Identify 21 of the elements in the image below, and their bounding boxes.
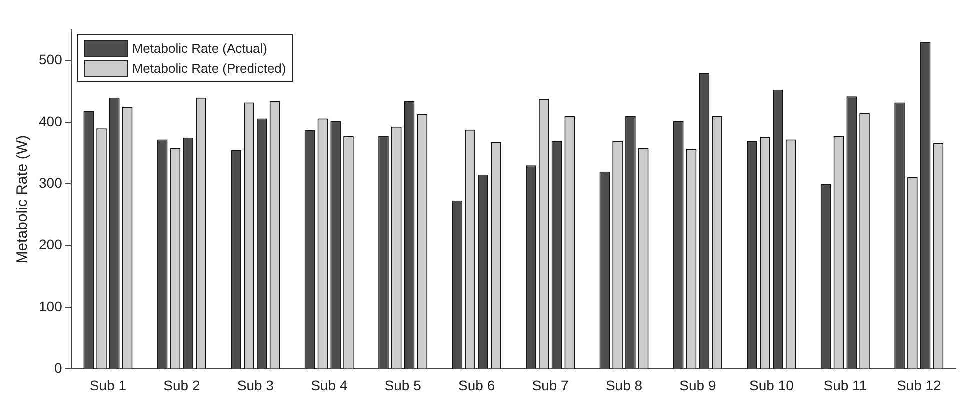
legend-label: Metabolic Rate (Predicted): [132, 60, 286, 76]
x-tick-label: Sub 10: [750, 377, 794, 394]
x-tick-label: Sub 11: [824, 377, 868, 394]
x-tick-label: Sub 5: [384, 377, 422, 394]
y-tick-label: 100: [39, 298, 63, 314]
x-tick-label: Sub 1: [90, 377, 127, 394]
x-tick-label: Sub 4: [311, 377, 348, 394]
x-tick-label: Sub 7: [532, 377, 570, 394]
x-tick-label: Sub 3: [237, 377, 274, 394]
y-tick-label: 300: [39, 175, 63, 192]
y-tick-label: 0: [54, 360, 63, 376]
x-tick-label: Sub 12: [896, 377, 942, 394]
x-tick-label: Sub 2: [164, 377, 200, 394]
x-tick-label: Sub 8: [606, 377, 643, 394]
y-tick-label: 200: [39, 236, 63, 253]
x-tick-label: Sub 9: [680, 377, 716, 394]
y-tick-label: 400: [39, 113, 63, 130]
legend-label: Metabolic Rate (Actual): [132, 40, 268, 56]
y-tick-label: 500: [39, 52, 63, 68]
y-axis-title: Metabolic Rate (W): [14, 135, 32, 264]
x-tick-label: Sub 6: [458, 377, 496, 394]
